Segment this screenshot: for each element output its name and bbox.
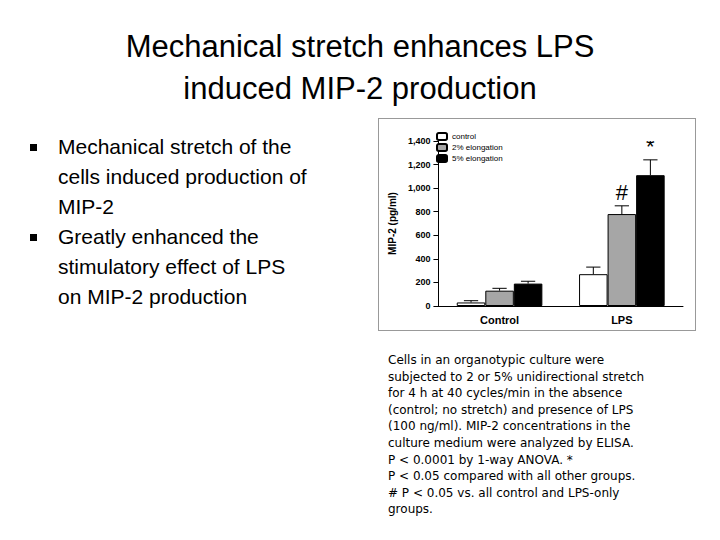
html-text:culture medium were analyzed b: culture medium were analyzed by ELISA. [388,436,634,450]
svg-text:2% elongation: 2% elongation [452,143,503,152]
html-text:groups.: groups. [388,502,433,517]
html-text:Mechanical stretch enhances LP: Mechanical stretch enhances LPS [125,29,595,64]
svg-text:MIP-2 (pg/ml): MIP-2 (pg/ml) [387,192,398,255]
svg-text:1,200: 1,200 [408,160,431,170]
svg-text:200: 200 [415,277,430,287]
svg-text:600: 600 [415,230,430,240]
svg-text:5% elongation: 5% elongation [452,154,503,163]
svg-text:#: # [616,180,629,205]
html-text:Mechanical stretch of the cell: Mechanical stretch of the cells induced … [58,135,307,218]
html-text:for 4 h at 40 cycles/min in th: for 4 h at 40 cycles/min in the absence [388,386,623,401]
svg-text:Control: Control [480,314,519,326]
html-text:Cells in an organotypic cultur: Cells in an organotypic culture were [388,353,605,367]
svg-text:*: * [646,134,655,159]
html-text:(control; no stretch) and pres: (control; no stretch) and presence of LP… [388,402,634,417]
svg-text:0: 0 [425,301,430,311]
svg-text:control: control [452,132,476,141]
svg-text:400: 400 [415,254,430,264]
html-text:subjected to 2 or 5% unidirect: subjected to 2 or 5% unidirectional stre… [388,369,645,384]
svg-text:LPS: LPS [611,314,632,326]
html-text:(100 ng/ml). MIP-2 concentrati: (100 ng/ml). MIP-2 concentrations in the [388,419,631,434]
svg-text:1,400: 1,400 [408,136,431,146]
svg-text:800: 800 [415,207,430,217]
html-text:# P < 0.05 vs. all control and: # P < 0.05 vs. all control and LPS-only [388,485,620,500]
svg-text:1,000: 1,000 [408,183,431,193]
html-text:induced MIP-2 production: induced MIP-2 production [183,71,537,106]
html-text:P < 0.0001 by 1-way ANOVA. *: P < 0.0001 by 1-way ANOVA. * [388,452,573,467]
html-text:Greatly enhanced the stimulato: Greatly enhanced the stimulatory effect … [58,225,286,308]
html-text:P < 0.05 compared with all oth: P < 0.05 compared with all other groups. [388,469,636,484]
